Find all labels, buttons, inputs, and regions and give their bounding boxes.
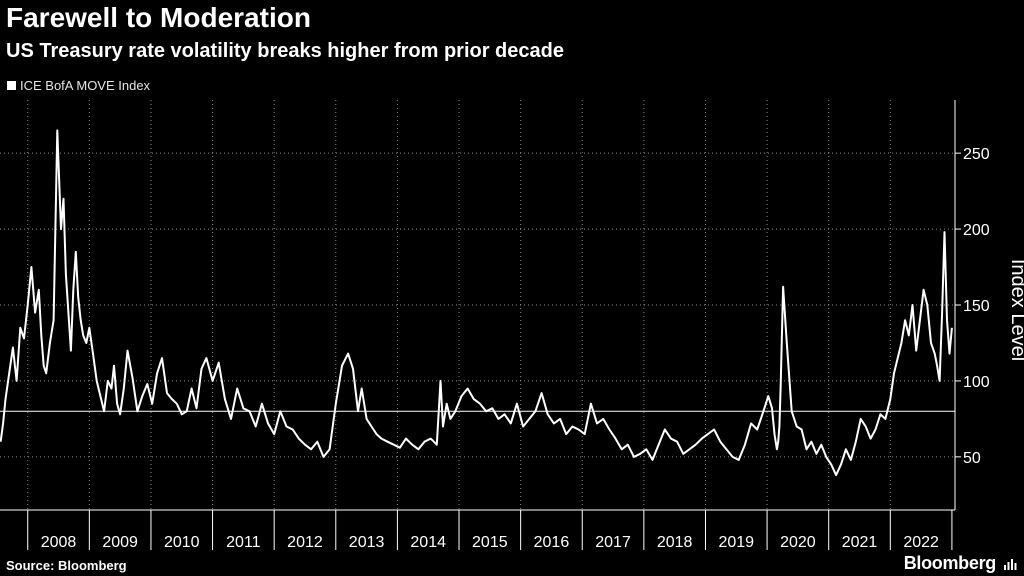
x-tick-label: 2015 [472,534,508,551]
legend-swatch [7,81,16,90]
x-tick-label: 2021 [842,534,878,551]
series-group [0,129,953,477]
chart-subtitle: US Treasury rate volatility breaks highe… [6,40,564,62]
x-tick-label: 2018 [657,534,693,551]
y-tick-label: 100 [963,374,990,391]
x-tick-label: 2008 [41,534,77,551]
x-tick-label: 2020 [780,534,816,551]
x-tick-label: 2011 [226,534,261,551]
brand-logo: Bloomberg [903,553,997,573]
x-tick-label: 2010 [164,534,200,551]
y-tick-label: 250 [963,146,990,163]
x-tick-label: 2017 [595,534,631,551]
x-tick-label: 2016 [534,534,570,551]
axes: 50 100 150 200 250 2008 2009 2010 2011 2012 2013 20… [0,100,1024,551]
bloomberg-icon [1004,559,1017,570]
chart-title: Farewell to Moderation [6,2,311,33]
series-line-move-index [0,129,953,477]
y-tick-label: 150 [963,298,990,315]
x-tick-label: 2013 [349,534,385,551]
x-tick-label: 2009 [102,534,138,551]
source-note: Source: Bloomberg [6,558,127,573]
legend-label: ICE BofA MOVE Index [20,78,151,93]
x-tick-label: 2022 [903,534,939,551]
y-tick-label: 200 [963,222,990,239]
gridlines [0,100,955,510]
y-tick-label: 50 [963,450,981,467]
x-tick-label: 2019 [718,534,754,551]
x-tick-label: 2014 [410,534,446,551]
y-axis-label: Index Level [1007,259,1024,361]
x-tick-label: 2012 [287,534,323,551]
legend: ICE BofA MOVE Index [7,78,150,93]
